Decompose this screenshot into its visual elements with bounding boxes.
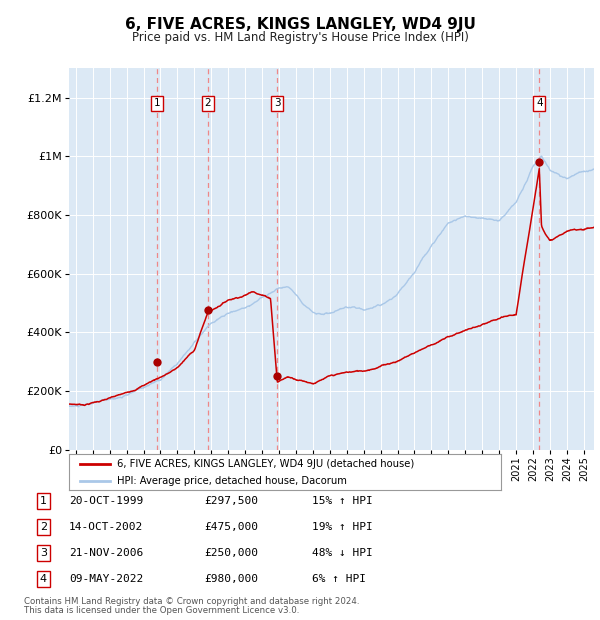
Text: 21-NOV-2006: 21-NOV-2006	[69, 548, 143, 558]
Text: 4: 4	[40, 574, 47, 584]
Text: 6, FIVE ACRES, KINGS LANGLEY, WD4 9JU: 6, FIVE ACRES, KINGS LANGLEY, WD4 9JU	[125, 17, 475, 32]
Text: 2: 2	[40, 522, 47, 532]
Text: 6, FIVE ACRES, KINGS LANGLEY, WD4 9JU (detached house): 6, FIVE ACRES, KINGS LANGLEY, WD4 9JU (d…	[116, 459, 414, 469]
Text: 09-MAY-2022: 09-MAY-2022	[69, 574, 143, 584]
Text: 20-OCT-1999: 20-OCT-1999	[69, 496, 143, 506]
Text: £250,000: £250,000	[204, 548, 258, 558]
Text: This data is licensed under the Open Government Licence v3.0.: This data is licensed under the Open Gov…	[24, 606, 299, 615]
Text: 6% ↑ HPI: 6% ↑ HPI	[312, 574, 366, 584]
Text: £980,000: £980,000	[204, 574, 258, 584]
Text: 19% ↑ HPI: 19% ↑ HPI	[312, 522, 373, 532]
Text: 1: 1	[154, 99, 160, 108]
Text: 2: 2	[205, 99, 211, 108]
Text: 14-OCT-2002: 14-OCT-2002	[69, 522, 143, 532]
Text: 1: 1	[40, 496, 47, 506]
Text: 3: 3	[274, 99, 281, 108]
Text: 4: 4	[536, 99, 542, 108]
Text: Price paid vs. HM Land Registry's House Price Index (HPI): Price paid vs. HM Land Registry's House …	[131, 31, 469, 44]
Text: HPI: Average price, detached house, Dacorum: HPI: Average price, detached house, Daco…	[116, 476, 346, 486]
Text: 15% ↑ HPI: 15% ↑ HPI	[312, 496, 373, 506]
Text: 48% ↓ HPI: 48% ↓ HPI	[312, 548, 373, 558]
Text: £297,500: £297,500	[204, 496, 258, 506]
Text: 3: 3	[40, 548, 47, 558]
Text: £475,000: £475,000	[204, 522, 258, 532]
Text: Contains HM Land Registry data © Crown copyright and database right 2024.: Contains HM Land Registry data © Crown c…	[24, 597, 359, 606]
